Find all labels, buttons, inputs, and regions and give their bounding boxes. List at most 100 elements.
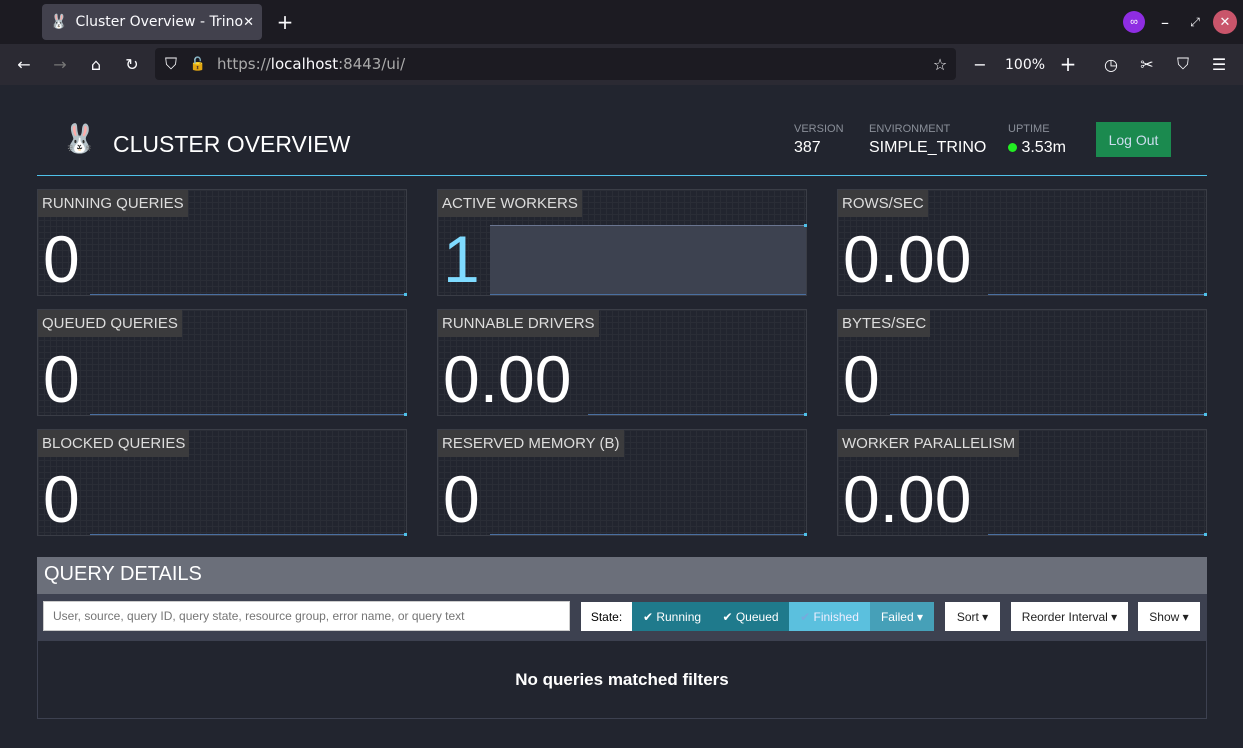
metric-value: 1: [443, 222, 480, 296]
environment-info: ENVIRONMENT SIMPLE_TRINO: [869, 123, 986, 157]
sparkline: [90, 534, 406, 535]
screenshot-icon[interactable]: ✂: [1140, 54, 1154, 74]
url-bar[interactable]: ⛉ 🔓 https://localhost:8443/ui/ ☆: [155, 48, 956, 80]
home-icon[interactable]: ⌂: [90, 54, 102, 74]
zoom-out-icon[interactable]: −: [973, 54, 987, 74]
metric-tile: RUNNABLE DRIVERS 0.00: [437, 309, 807, 416]
sort-label: Sort: [956, 609, 979, 624]
zoom-level[interactable]: 100%: [1005, 57, 1046, 73]
metric-tile: RUNNING QUERIES 0: [37, 189, 407, 296]
metric-label: BLOCKED QUERIES: [38, 430, 190, 457]
minimize-icon[interactable]: –: [1161, 12, 1169, 32]
finished-label: Finished: [813, 609, 859, 624]
reorder-interval-dropdown[interactable]: Reorder Interval ▾: [1011, 602, 1128, 631]
query-list-empty: No queries matched filters: [37, 640, 1207, 719]
metric-tile: QUEUED QUERIES 0: [37, 309, 407, 416]
url-host: localhost: [270, 55, 339, 73]
finished-filter-button[interactable]: ✔ Finished: [789, 602, 870, 631]
sort-dropdown[interactable]: Sort ▾: [945, 602, 1000, 631]
sparkline: [890, 414, 1206, 415]
trino-logo-icon: 🐰: [62, 123, 97, 154]
status-dot-icon: [1008, 143, 1017, 152]
environment-label: ENVIRONMENT: [869, 123, 951, 135]
version-value: 387: [794, 139, 821, 156]
sparkline-area: [490, 225, 806, 295]
metric-value: 0: [43, 462, 80, 536]
query-search-input[interactable]: [43, 601, 570, 631]
page-title: CLUSTER OVERVIEW: [113, 131, 351, 157]
sparkline-point: [404, 293, 407, 296]
zoom-in-icon[interactable]: +: [1059, 52, 1077, 76]
uptime-value: 3.53m: [1021, 139, 1066, 156]
query-details-title: QUERY DETAILS: [37, 557, 1207, 594]
metric-label: ROWS/SEC: [838, 190, 928, 217]
sparkline: [588, 414, 806, 415]
metric-label: QUEUED QUERIES: [38, 310, 182, 337]
uptime-info: UPTIME 3.53m: [1008, 123, 1066, 157]
running-label: Running: [656, 609, 702, 624]
state-label: State:: [581, 602, 632, 631]
sparkline: [90, 414, 406, 415]
back-icon[interactable]: ←: [17, 54, 31, 74]
shield-icon[interactable]: ⛉: [164, 54, 177, 73]
metric-value: 0: [843, 342, 880, 416]
metric-tile: BYTES/SEC 0: [837, 309, 1207, 416]
url-scheme: https://: [217, 55, 271, 73]
metric-label: RUNNABLE DRIVERS: [438, 310, 599, 337]
menu-icon[interactable]: ☰: [1211, 54, 1227, 74]
forward-icon[interactable]: →: [53, 54, 67, 74]
sparkline: [90, 294, 406, 295]
reorder-label: Reorder Interval: [1021, 609, 1108, 624]
reload-icon[interactable]: ↻: [125, 54, 139, 74]
maximize-icon[interactable]: ⤢: [1190, 14, 1200, 29]
metric-value: 0.00: [843, 222, 972, 296]
version-info: VERSION 387: [794, 123, 844, 157]
browser-tab[interactable]: 🐰 Cluster Overview - Trino ✕: [42, 4, 262, 40]
sparkline: [988, 534, 1206, 535]
metric-tile: RESERVED MEMORY (B) 0: [437, 429, 807, 536]
sparkline-point: [1204, 293, 1207, 296]
sparkline-point: [804, 413, 807, 416]
header-divider: [37, 175, 1207, 176]
sparkline-point: [1204, 533, 1207, 536]
logout-button[interactable]: Log Out: [1096, 122, 1171, 157]
bookmark-star-icon[interactable]: ☆: [932, 54, 948, 74]
running-filter-button[interactable]: ✔ Running: [632, 602, 712, 631]
uptime-label: UPTIME: [1008, 123, 1050, 135]
metric-tile: BLOCKED QUERIES 0: [37, 429, 407, 536]
metric-value: 0: [43, 222, 80, 296]
metric-value: 0: [43, 342, 80, 416]
queued-filter-button[interactable]: ✔ Queued: [712, 602, 789, 631]
failed-filter-dropdown[interactable]: Failed ▾: [870, 602, 934, 631]
trino-favicon-icon: 🐰: [50, 14, 68, 30]
close-tab-icon[interactable]: ✕: [243, 14, 254, 30]
queued-label: Queued: [735, 609, 779, 624]
pocket-icon[interactable]: ⛉: [1176, 54, 1189, 73]
failed-label: Failed: [880, 609, 914, 624]
url-path: :8443/ui/: [338, 55, 406, 73]
metric-value: 0.00: [443, 342, 572, 416]
sparkline: [490, 534, 806, 535]
metric-label: RESERVED MEMORY (B): [438, 430, 624, 457]
metric-label: WORKER PARALLELISM: [838, 430, 1020, 457]
metric-label: RUNNING QUERIES: [38, 190, 188, 217]
new-tab-icon[interactable]: +: [276, 10, 294, 34]
close-window-icon[interactable]: ✕: [1213, 10, 1237, 34]
metric-value: 0.00: [843, 462, 972, 536]
sparkline: [490, 294, 806, 295]
metric-label: BYTES/SEC: [838, 310, 931, 337]
lock-warning-icon[interactable]: 🔓: [189, 56, 207, 72]
metric-tile: WORKER PARALLELISM 0.00: [837, 429, 1207, 536]
metric-tile: ROWS/SEC 0.00: [837, 189, 1207, 296]
show-dropdown[interactable]: Show ▾: [1138, 602, 1200, 631]
sparkline: [988, 294, 1206, 295]
sparkline-point: [404, 533, 407, 536]
sparkline-point: [1204, 413, 1207, 416]
version-label: VERSION: [794, 123, 844, 135]
sparkline-point: [804, 224, 807, 227]
environment-value: SIMPLE_TRINO: [869, 139, 987, 156]
metric-tile: ACTIVE WORKERS 1: [437, 189, 807, 296]
show-label: Show: [1149, 609, 1180, 624]
metric-value: 0: [443, 462, 480, 536]
history-icon[interactable]: ◷: [1104, 54, 1118, 74]
